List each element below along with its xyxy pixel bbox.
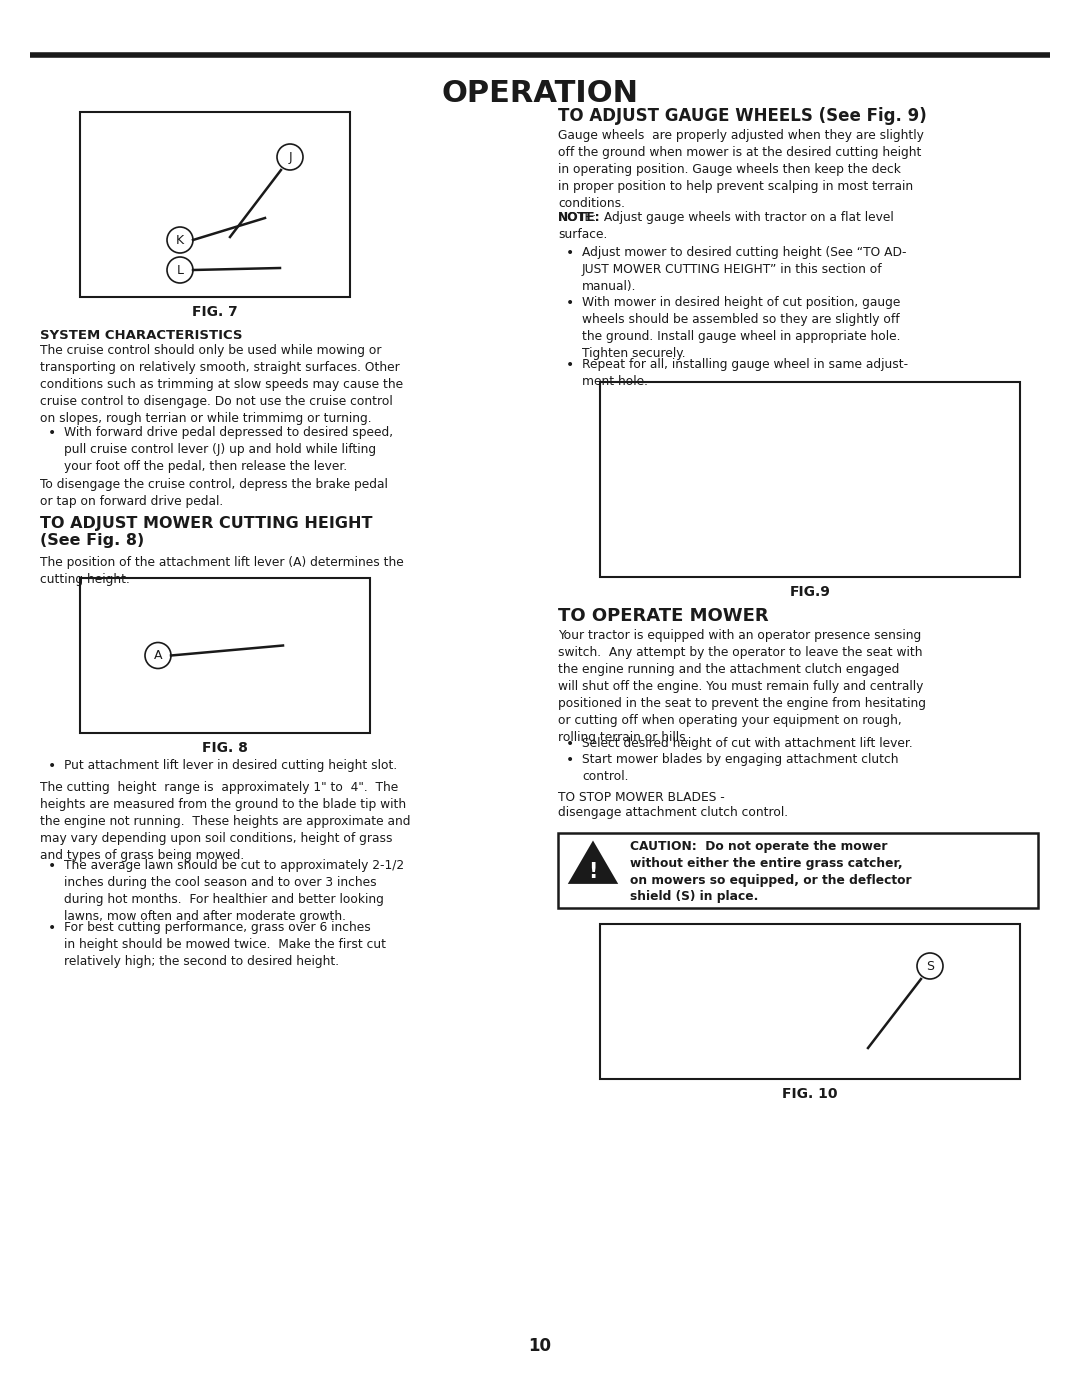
Text: S: S — [926, 960, 934, 972]
Text: Gauge wheels  are properly adjusted when they are slightly
off the ground when m: Gauge wheels are properly adjusted when … — [558, 129, 923, 210]
Text: FIG.9: FIG.9 — [789, 585, 831, 599]
Circle shape — [276, 144, 303, 170]
Text: (See Fig. 8): (See Fig. 8) — [40, 534, 145, 548]
Text: The position of the attachment lift lever (A) determines the
cutting height.: The position of the attachment lift leve… — [40, 556, 404, 585]
Text: •: • — [48, 759, 56, 773]
Text: •: • — [48, 921, 56, 935]
Text: Adjust mower to desired cutting height (See “TO AD-
JUST MOWER CUTTING HEIGHT” i: Adjust mower to desired cutting height (… — [582, 246, 906, 293]
Text: With forward drive pedal depressed to desired speed,
pull cruise control lever (: With forward drive pedal depressed to de… — [64, 426, 393, 474]
Text: NOTE:: NOTE: — [558, 211, 600, 224]
Text: disengage attachment clutch control.: disengage attachment clutch control. — [558, 806, 788, 819]
Text: TO ADJUST MOWER CUTTING HEIGHT: TO ADJUST MOWER CUTTING HEIGHT — [40, 515, 373, 531]
Text: SYSTEM CHARACTERISTICS: SYSTEM CHARACTERISTICS — [40, 330, 243, 342]
Text: NOTE:  Adjust gauge wheels with tractor on a flat level
surface.: NOTE: Adjust gauge wheels with tractor o… — [558, 211, 894, 242]
Text: TO ADJUST GAUGE WHEELS (See Fig. 9): TO ADJUST GAUGE WHEELS (See Fig. 9) — [558, 108, 927, 124]
Bar — [80, 112, 350, 298]
Text: Start mower blades by engaging attachment clutch
control.: Start mower blades by engaging attachmen… — [582, 753, 899, 782]
Text: •: • — [566, 246, 575, 260]
Text: •: • — [566, 738, 575, 752]
Text: •: • — [566, 753, 575, 767]
Text: Select desired height of cut with attachment lift lever.: Select desired height of cut with attach… — [582, 738, 913, 750]
Text: CAUTION:  Do not operate the mower
without either the entire grass catcher,
on m: CAUTION: Do not operate the mower withou… — [630, 840, 912, 904]
Text: For best cutting performance, grass over 6 inches
in height should be mowed twic: For best cutting performance, grass over… — [64, 921, 386, 968]
Text: •: • — [566, 358, 575, 372]
Polygon shape — [568, 841, 618, 884]
Bar — [80, 578, 370, 733]
Text: 10: 10 — [528, 1337, 552, 1355]
Circle shape — [917, 953, 943, 979]
Text: The average lawn should be cut to approximately 2-1/2
inches during the cool sea: The average lawn should be cut to approx… — [64, 859, 404, 923]
Text: Repeat for all, installing gauge wheel in same adjust-
ment hole.: Repeat for all, installing gauge wheel i… — [582, 358, 908, 388]
Text: Put attachment lift lever in desired cutting height slot.: Put attachment lift lever in desired cut… — [64, 759, 397, 773]
Circle shape — [167, 226, 193, 253]
Text: •: • — [48, 859, 56, 873]
Text: FIG. 10: FIG. 10 — [782, 1087, 838, 1101]
Text: •: • — [48, 426, 56, 440]
Text: OPERATION: OPERATION — [442, 80, 638, 108]
Text: With mower in desired height of cut position, gauge
wheels should be assembled s: With mower in desired height of cut posi… — [582, 296, 901, 360]
Text: Your tractor is equipped with an operator presence sensing
switch.  Any attempt : Your tractor is equipped with an operato… — [558, 629, 926, 745]
Text: The cutting  height  range is  approximately 1" to  4".  The
heights are measure: The cutting height range is approximatel… — [40, 781, 410, 862]
Text: TO OPERATE MOWER: TO OPERATE MOWER — [558, 608, 769, 624]
Text: •: • — [566, 296, 575, 310]
Bar — [600, 923, 1020, 1078]
Text: K: K — [176, 233, 184, 246]
Text: A: A — [153, 650, 162, 662]
Circle shape — [167, 257, 193, 284]
Text: The cruise control should only be used while mowing or
transporting on relativel: The cruise control should only be used w… — [40, 344, 403, 425]
Text: J: J — [288, 151, 292, 163]
Circle shape — [145, 643, 171, 669]
Text: FIG. 7: FIG. 7 — [192, 305, 238, 319]
Bar — [558, 833, 1038, 908]
Bar — [600, 381, 1020, 577]
Text: L: L — [176, 264, 184, 277]
Text: To disengage the cruise control, depress the brake pedal
or tap on forward drive: To disengage the cruise control, depress… — [40, 478, 388, 509]
Text: TO STOP MOWER BLADES -: TO STOP MOWER BLADES - — [558, 791, 725, 805]
Text: !: ! — [589, 862, 597, 882]
Text: FIG. 8: FIG. 8 — [202, 740, 248, 754]
